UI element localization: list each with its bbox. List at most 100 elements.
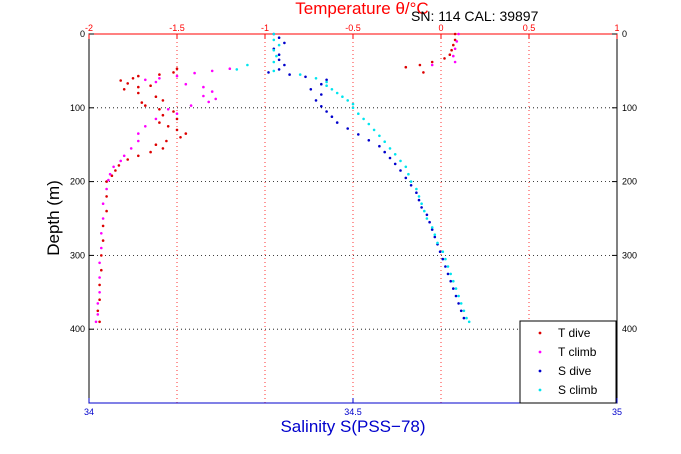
data-point	[165, 139, 168, 143]
data-point	[277, 58, 281, 62]
data-point	[417, 198, 421, 202]
data-point	[277, 36, 281, 39]
legend-box	[519, 320, 617, 404]
data-point	[409, 180, 413, 183]
data-point	[304, 75, 307, 79]
data-point	[267, 71, 270, 74]
legend-marker	[538, 369, 542, 373]
data-point	[112, 165, 115, 169]
data-point	[453, 38, 457, 42]
data-point	[452, 43, 455, 47]
data-point	[277, 53, 281, 56]
data-point	[161, 113, 165, 117]
data-point	[154, 80, 158, 84]
data-point	[346, 99, 350, 102]
data-point	[367, 122, 371, 126]
data-point	[325, 80, 328, 84]
top-tick-label: -0.5	[345, 23, 361, 33]
top-tick-label: 0	[438, 23, 443, 33]
legend-label: T climb	[558, 345, 597, 359]
data-point	[105, 209, 108, 213]
series-s-dive	[267, 32, 466, 320]
data-point	[137, 132, 140, 135]
data-point	[335, 121, 339, 124]
data-point	[430, 226, 434, 229]
data-point	[175, 112, 179, 115]
data-point	[430, 60, 434, 64]
grid	[89, 34, 617, 403]
data-point	[454, 287, 458, 290]
data-point	[275, 54, 278, 58]
data-point	[346, 127, 350, 130]
data-point	[455, 40, 459, 43]
data-point	[175, 67, 179, 70]
data-point	[320, 93, 323, 96]
data-point	[378, 144, 381, 148]
data-point	[172, 110, 175, 113]
bottom-tick-label: 34.5	[344, 407, 362, 417]
data-point	[325, 78, 328, 82]
data-point	[101, 239, 105, 242]
data-point	[179, 136, 182, 139]
data-point	[288, 73, 291, 76]
y-tick-label: 100	[70, 103, 85, 113]
bottom-tick-label: 34	[84, 407, 94, 417]
y-axis-label: Depth (m)	[44, 180, 63, 256]
data-point	[272, 32, 276, 36]
data-point	[430, 63, 434, 67]
data-point	[117, 164, 121, 167]
data-point	[446, 272, 450, 276]
data-point	[98, 261, 101, 265]
data-point	[423, 209, 426, 213]
data-point	[459, 302, 463, 305]
data-point	[441, 250, 445, 253]
data-point	[122, 154, 126, 158]
data-point	[436, 241, 439, 245]
data-point	[357, 112, 360, 115]
chart-title: Temperature θ/°C	[295, 0, 428, 18]
data-point	[462, 309, 466, 313]
legend-marker	[538, 388, 542, 392]
data-point	[452, 287, 455, 290]
y-tick-label-right: 300	[622, 250, 637, 260]
data-point	[107, 178, 110, 182]
data-point	[450, 48, 453, 52]
legend-label: S dive	[558, 364, 592, 378]
data-point	[433, 235, 437, 239]
data-point	[404, 165, 408, 169]
data-point	[235, 68, 239, 71]
data-point	[448, 53, 452, 56]
data-point	[272, 48, 276, 52]
data-point	[388, 156, 392, 160]
data-point	[98, 298, 101, 302]
data-point	[422, 71, 425, 74]
data-point	[314, 77, 318, 80]
data-point	[449, 279, 453, 283]
data-point	[166, 125, 170, 128]
data-point	[161, 99, 165, 102]
data-point	[175, 117, 179, 121]
top-tick-label: 0.5	[523, 23, 536, 33]
data-point	[351, 106, 355, 110]
data-point	[404, 65, 408, 69]
data-point	[272, 69, 276, 73]
data-point	[94, 320, 98, 324]
data-point	[105, 187, 108, 191]
data-point	[415, 191, 418, 194]
top-tick-label: 1	[614, 23, 619, 33]
data-point	[100, 232, 103, 235]
legend-label: T dive	[558, 326, 591, 340]
data-series	[94, 32, 471, 324]
data-point	[184, 132, 188, 135]
y-tick-label-right: 100	[622, 103, 637, 113]
data-point	[110, 174, 114, 177]
top-tick-label: -1	[261, 23, 269, 33]
data-point	[459, 309, 463, 313]
data-point	[131, 77, 135, 80]
data-point	[283, 41, 286, 45]
data-point	[96, 302, 100, 305]
data-point	[441, 257, 445, 261]
data-point	[100, 254, 103, 257]
data-point	[114, 169, 117, 172]
